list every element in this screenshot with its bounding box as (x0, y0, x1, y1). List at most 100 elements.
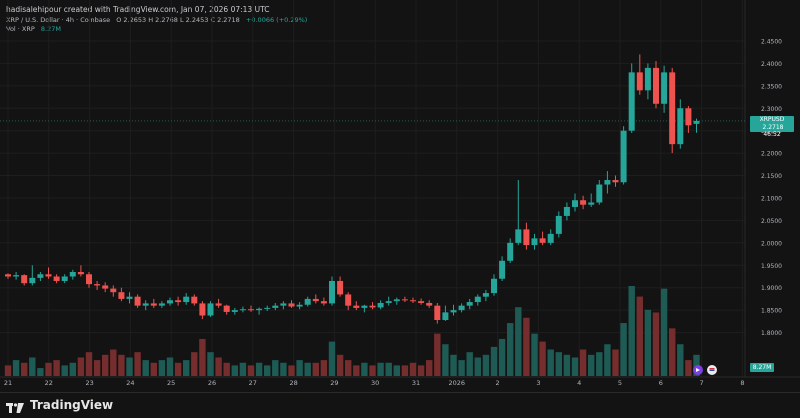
candle-body (401, 299, 408, 301)
ohlc-values: O 2.2653 H 2.2768 L 2.2453 C 2.2718 (116, 16, 240, 24)
y-tick-label: 2.3000 (761, 106, 782, 113)
candle-body (158, 303, 165, 306)
candle-body (450, 310, 457, 313)
y-tick-label: 2.2000 (761, 151, 782, 158)
x-tick-label: 31 (412, 379, 420, 387)
candle-body (37, 274, 44, 278)
volume-bar (328, 341, 336, 376)
candle-body (167, 300, 173, 304)
candle-body (215, 303, 222, 306)
candle-body (434, 305, 441, 321)
replay-icon[interactable] (693, 365, 703, 375)
volume-bar (85, 352, 93, 376)
volume-bar (174, 362, 182, 376)
volume-bar (652, 312, 660, 376)
symbol-name[interactable]: XRP / U.S. Dollar · 4h · Coinbase (6, 16, 111, 24)
price-tag-countdown: 46:52 (763, 131, 781, 138)
volume-bar (336, 354, 344, 376)
candle-body (239, 309, 246, 311)
volume-bar (207, 352, 214, 376)
candle-body (669, 72, 676, 145)
symbol-legend: XRP / U.S. Dollar · 4h · Coinbase O 2.26… (6, 16, 307, 24)
price-chart[interactable]: 1.8000 1.8500 1.9000 1.9500 2.0000 2.0500 2.10… (0, 0, 800, 392)
candle-body (377, 302, 384, 308)
x-tick-label: 23 (85, 379, 93, 387)
x-tick-label: 26 (208, 379, 216, 387)
candle-body (369, 305, 376, 308)
volume-bar (288, 365, 295, 376)
candle-body (207, 303, 214, 316)
candle-body (69, 272, 76, 277)
volume-bar (547, 349, 554, 376)
volume-bar (199, 338, 206, 376)
candle-body (588, 202, 595, 205)
candle-body (620, 130, 627, 183)
candle-body (231, 310, 238, 312)
volume-bar (377, 362, 384, 376)
volume-bar (118, 354, 125, 376)
volume-bar (596, 352, 603, 376)
candle-body (458, 305, 465, 311)
price-change: +0.0066 (+0.29%) (245, 16, 308, 24)
volume-bar (588, 354, 595, 376)
volume-bar (660, 288, 668, 376)
candle-body (653, 67, 659, 104)
candle-body (361, 305, 368, 308)
volume-bar (231, 365, 238, 376)
candle-body (256, 308, 263, 311)
volume-bar (644, 309, 652, 376)
candle-body (86, 274, 92, 285)
candle-body (426, 302, 433, 306)
candle-body (418, 301, 425, 303)
volume-label[interactable]: Vol · XRP (6, 25, 35, 33)
tradingview-logo-icon[interactable] (6, 399, 24, 413)
x-tick-label: 5 (618, 379, 622, 387)
volume-bar (320, 360, 328, 376)
candle-body (677, 108, 684, 145)
flag-icon[interactable] (707, 365, 717, 375)
candle-body (636, 72, 643, 91)
volume-bar (434, 333, 441, 376)
volume-bar (102, 354, 109, 376)
candle-body (393, 299, 400, 302)
volume-bar (466, 352, 473, 376)
volume-bar (401, 365, 409, 376)
volume-bar (409, 362, 417, 376)
volume-bar (304, 362, 311, 376)
volume-bar (442, 344, 449, 376)
candle-body (685, 108, 692, 126)
volume-bar (126, 357, 133, 376)
candle-body (21, 275, 28, 284)
candle-body (150, 303, 157, 306)
volume-bar (280, 362, 287, 376)
volume-bar (563, 354, 571, 376)
candle-body (118, 292, 125, 299)
x-tick-label: 22 (45, 379, 53, 387)
volume-legend: Vol · XRP 8.27M (6, 25, 61, 33)
volume-value: 8.27M (40, 25, 61, 33)
volume-bar (539, 341, 546, 376)
y-tick-label: 2.1500 (761, 173, 782, 180)
candle-body (183, 296, 190, 303)
brand-name[interactable]: TradingView (30, 398, 114, 412)
volume-bar (134, 352, 141, 376)
volume-bar (498, 338, 506, 376)
volume-bar (579, 349, 587, 376)
candle-body (280, 303, 287, 306)
volume-bar (53, 360, 60, 376)
volume-bar (458, 360, 465, 376)
candle-body (531, 238, 538, 246)
candle-body (612, 180, 619, 183)
candle-body (329, 280, 335, 304)
candle-body (515, 229, 522, 243)
candle-body (482, 293, 489, 297)
volume-bar (426, 360, 433, 376)
volume-bar (142, 360, 149, 376)
volume-bar (215, 357, 222, 376)
volume-bar (669, 328, 676, 376)
x-tick-label: 29 (330, 379, 338, 387)
y-tick-label: 1.8500 (761, 308, 782, 315)
x-tick-label: 25 (167, 379, 175, 387)
volume-bar (345, 360, 352, 376)
volume-bar (636, 296, 643, 376)
